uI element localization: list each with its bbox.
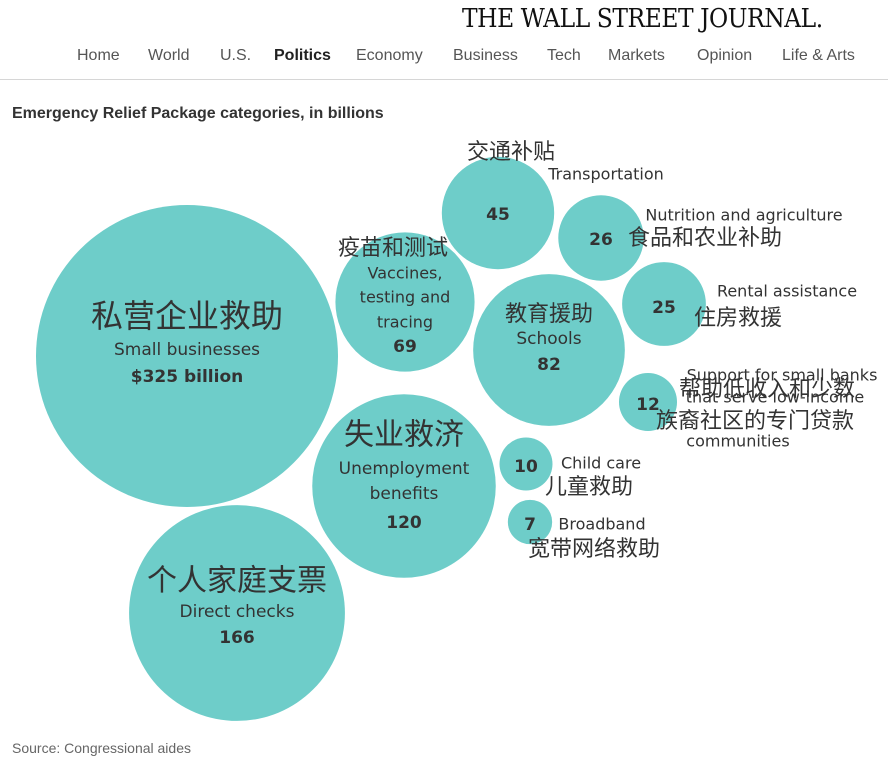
nav-business[interactable]: Business [453,47,518,64]
bubble-en-label: tracing [377,313,433,332]
bubble-en-label: testing and [360,288,451,307]
bubble-value-label: 166 [219,628,255,648]
main-nav: Home World U.S. Politics Economy Busines… [0,47,888,69]
nav-markets[interactable]: Markets [608,47,665,64]
nav-us[interactable]: U.S. [220,47,252,64]
bubble-en-label: that serve low-income [686,388,864,407]
bubble-value-label: 10 [514,457,538,477]
bubble-zh-label: 教育援助 [505,302,593,327]
bubble-en-label: Broadband [558,515,645,534]
nav-world[interactable]: World [148,47,190,64]
bubble-en-label: Nutrition and agriculture [645,206,842,225]
bubble-en-label: Support for small banks [687,366,878,385]
bubble-zh-label: 交通补贴 [467,140,555,165]
bubble-en-label: communities [686,432,789,451]
bubble-en-label: Child care [561,454,641,473]
bubble-zh-label: 失业救济 [344,418,464,453]
bubble-zh-label: 食品和农业补助 [628,226,782,251]
nav-tech[interactable]: Tech [547,47,581,64]
nav-opinion[interactable]: Opinion [697,47,753,64]
bubble [507,499,553,545]
bubble-en-label: Unemployment [339,459,470,479]
bubble-en-label: benefits [370,484,439,504]
bubble-en-label: Small businesses [114,340,260,360]
bubble [622,262,706,346]
bubble-value-label: 12 [636,395,660,415]
bubble-zh-label: 族裔社区的专门贷款 [656,409,854,434]
bubble [441,156,555,270]
bubble [558,195,644,281]
bubble-zh-label: 宽带网络救助 [528,537,660,562]
bubble-zh-label: 住房救援 [694,306,782,331]
bubble-zh-label: 私营企业救助 [91,297,283,335]
bubble-zh-label: 个人家庭支票 [147,564,327,599]
bubble-en-label: Schools [516,329,581,349]
bubble-en-label: Vaccines, [368,264,443,283]
bubble [499,437,553,491]
bubble-zh-label: 疫苗和测试 [338,236,448,261]
bubble [618,372,678,432]
bubble-zh-label: 儿童救助 [545,475,633,500]
nav-home[interactable]: Home [77,47,120,64]
wsj-logo[interactable]: THE WALL STREET JOURNAL. [462,4,823,34]
bubble [335,232,475,372]
bubble [473,274,625,426]
bubble-zh-label: 帮助低收入和少数 [679,377,855,402]
bubble-value-label: 45 [486,205,510,225]
bubble-value-label: 82 [537,355,561,375]
nav-life-arts[interactable]: Life & Arts [782,47,855,64]
bubble-en-label: Transportation [547,165,664,184]
bubble-en-label: Rental assistance [717,282,857,301]
nav-economy[interactable]: Economy [356,47,423,64]
bubble-en-label: Direct checks [180,602,295,622]
source-note: Source: Congressional aides [12,740,191,756]
bubble [312,394,496,578]
bubble-value-label: 25 [652,298,676,318]
bubble-value-label: 26 [589,230,613,250]
bubble-value-label: 120 [386,513,422,533]
bubble [36,205,338,507]
bubble-value-label: 7 [524,515,536,535]
chart-title: Emergency Relief Package categories, in … [12,105,384,122]
bubble [129,505,345,721]
bubble-value-label: $325 billion [131,367,244,387]
nav-politics[interactable]: Politics [274,47,331,64]
masthead: THE WALL STREET JOURNAL. Home World U.S.… [0,0,888,80]
bubble-value-label: 69 [393,337,417,357]
